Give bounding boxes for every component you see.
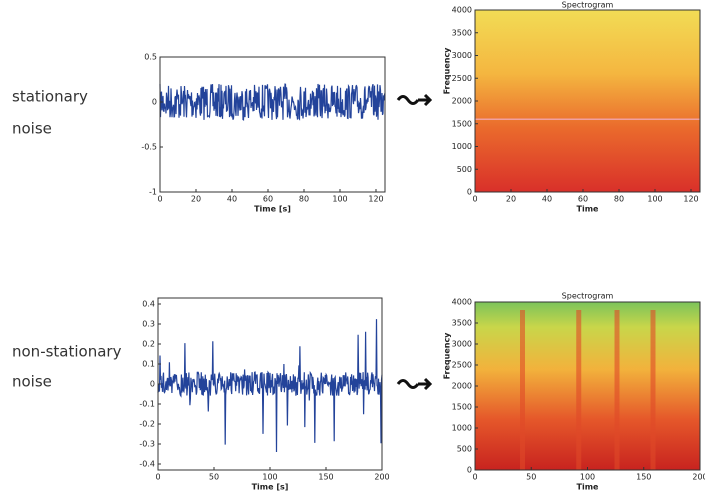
x-tick-label: 80 [614, 195, 624, 204]
spectrogram-image [475, 10, 700, 192]
y-tick-label: 0.2 [142, 340, 155, 349]
y-axis-label: Frequency [443, 47, 452, 95]
x-tick-label: 150 [318, 473, 333, 482]
y-tick-label: 0 [467, 188, 472, 197]
x-tick-label: 40 [227, 195, 237, 204]
y-tick-label: 2000 [452, 97, 472, 106]
x-tick-label: 0 [472, 473, 477, 482]
y-tick-label: 500 [457, 165, 472, 174]
y-tick-label: -0.4 [139, 460, 155, 469]
x-tick-label: 100 [332, 195, 347, 204]
y-tick-label: -0.5 [141, 143, 157, 152]
y-tick-label: 0 [152, 98, 157, 107]
row-label: stationary [12, 88, 88, 106]
x-axis-label: Time [s] [252, 483, 289, 492]
streak [614, 310, 620, 470]
y-tick-label: 0.3 [142, 320, 155, 329]
x-axis-label: Time [577, 483, 600, 492]
waveform [157, 319, 383, 453]
x-tick-label: 60 [263, 195, 273, 204]
y-tick-label: -0.2 [139, 420, 155, 429]
y-tick-label: 1500 [452, 119, 472, 128]
row-label: non-stationary [12, 343, 122, 361]
y-tick-label: 3000 [452, 51, 472, 60]
waveform [159, 83, 386, 121]
streak [576, 310, 582, 470]
arrow [396, 377, 433, 391]
x-tick-label: 150 [636, 473, 651, 482]
y-tick-label: 4000 [452, 6, 472, 15]
y-axis-label: Frequency [443, 332, 452, 380]
y-tick-label: 1500 [452, 403, 472, 412]
arrow [396, 93, 433, 107]
y-tick-label: 500 [457, 445, 472, 454]
x-tick-label: 0 [155, 473, 160, 482]
y-tick-label: 0.5 [144, 53, 157, 62]
row-label: noise [12, 373, 52, 391]
x-tick-label: 20 [191, 195, 201, 204]
y-tick-label: -0.1 [139, 400, 155, 409]
x-tick-label: 120 [368, 195, 383, 204]
spectrogram-image [475, 302, 700, 470]
y-tick-label: 0.4 [142, 300, 155, 309]
y-tick-label: 0 [467, 466, 472, 475]
x-tick-label: 20 [506, 195, 516, 204]
x-axis-label: Time [577, 205, 600, 214]
x-tick-label: 100 [647, 195, 662, 204]
streak [650, 310, 656, 470]
x-tick-label: 0 [157, 195, 162, 204]
panel-title: Spectrogram [562, 292, 614, 301]
x-tick-label: 60 [578, 195, 588, 204]
panel-title: Spectrogram [562, 1, 614, 10]
y-tick-label: 2500 [452, 361, 472, 370]
y-tick-label: 1000 [452, 142, 472, 151]
row-label: noise [12, 120, 52, 138]
x-tick-label: 50 [209, 473, 219, 482]
y-tick-label: 3500 [452, 28, 472, 37]
y-tick-label: -1 [149, 188, 157, 197]
y-tick-label: -0.3 [139, 440, 155, 449]
y-tick-label: 3500 [452, 319, 472, 328]
y-tick-label: 2000 [452, 382, 472, 391]
y-tick-label: 2500 [452, 74, 472, 83]
y-tick-label: 3000 [452, 340, 472, 349]
x-tick-label: 100 [262, 473, 277, 482]
x-tick-label: 120 [683, 195, 698, 204]
x-tick-label: 80 [299, 195, 309, 204]
x-tick-label: 200 [692, 473, 705, 482]
x-tick-label: 100 [580, 473, 595, 482]
y-tick-label: 0 [150, 380, 155, 389]
x-axis-label: Time [s] [254, 205, 291, 214]
y-tick-label: 1000 [452, 424, 472, 433]
streak [520, 310, 525, 470]
axes-frame [159, 56, 386, 193]
x-tick-label: 200 [374, 473, 389, 482]
x-tick-label: 40 [542, 195, 552, 204]
y-tick-label: 4000 [452, 298, 472, 307]
x-tick-label: 50 [526, 473, 536, 482]
y-tick-label: 0.1 [142, 360, 155, 369]
x-tick-label: 0 [472, 195, 477, 204]
